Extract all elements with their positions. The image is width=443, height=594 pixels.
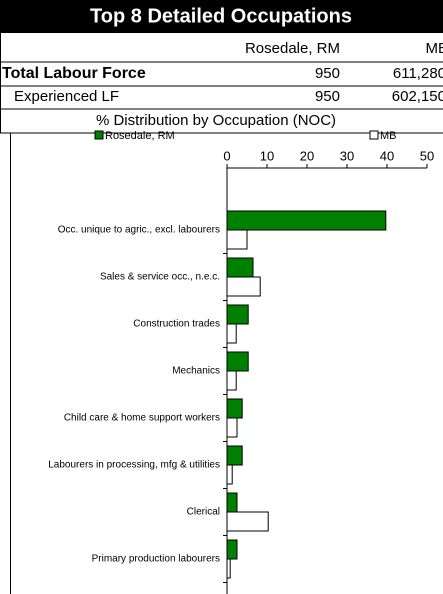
bar	[226, 229, 248, 250]
bar	[226, 417, 238, 438]
bar	[226, 304, 249, 325]
bar	[226, 539, 238, 560]
title: Top 8 Detailed Occupations	[90, 5, 352, 27]
bar	[226, 370, 237, 391]
x-tick-label: 0	[223, 148, 230, 163]
category-label: Sales & service occ., n.e.c.	[100, 272, 220, 283]
x-tick-label: 10	[260, 148, 274, 163]
x-tick-label: 50	[420, 148, 434, 163]
legend-label: Rosedale, RM	[105, 130, 175, 142]
category-label: Occ. unique to agric., excl. labourers	[58, 225, 220, 236]
row-label: Total Labour Force	[2, 65, 146, 82]
bar	[226, 276, 261, 297]
legend-swatch	[369, 130, 379, 140]
table-borders	[0, 33, 443, 594]
column-header: MB	[426, 40, 443, 57]
bar	[226, 464, 233, 485]
x-tick-label: 30	[340, 148, 354, 163]
x-tick-label: 40	[380, 148, 394, 163]
x-tick-label: 20	[300, 148, 314, 163]
category-label: Labourers in processing, mfg & utilities	[48, 460, 220, 471]
bar	[226, 492, 238, 513]
category-label: Mechanics	[172, 366, 220, 377]
bar	[226, 398, 243, 419]
bar	[226, 257, 254, 278]
title-bar	[0, 0, 443, 33]
category-label: Clerical	[187, 507, 220, 518]
bar	[226, 323, 237, 344]
cell: 602,150	[392, 88, 443, 105]
column-header: Rosedale, RM	[245, 40, 340, 57]
legend-label: MB	[380, 130, 397, 142]
row-label: Experienced LF	[14, 88, 119, 105]
bar	[226, 351, 249, 372]
bar	[226, 511, 269, 532]
legend-swatch	[94, 130, 104, 140]
bar	[226, 445, 243, 466]
cell: 950	[315, 65, 340, 82]
cell: 950	[315, 88, 340, 105]
bar	[226, 558, 231, 579]
subtitle: % Distribution by Occupation (NOC)	[96, 112, 336, 129]
bar	[226, 210, 387, 231]
category-label: Primary production labourers	[92, 554, 220, 565]
category-label: Construction trades	[133, 319, 220, 330]
cell: 611,280	[393, 65, 443, 82]
category-label: Child care & home support workers	[64, 413, 220, 424]
